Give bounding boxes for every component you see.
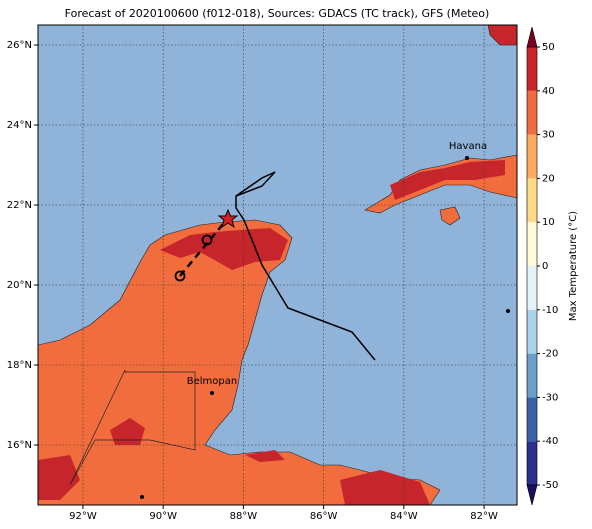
y-tick-label: 22°N	[7, 200, 32, 211]
x-tick-label: 88°W	[230, 511, 258, 522]
x-tick-label: 90°W	[149, 511, 177, 522]
colorbar-bin	[527, 309, 537, 354]
colorbar-label: Max Temperature (°C)	[568, 211, 579, 321]
colorbar-bin	[527, 441, 537, 485]
forecast-track	[179, 217, 229, 277]
colorbar-extend	[526, 484, 538, 506]
patch	[38, 455, 80, 500]
x-tick-label: 84°W	[390, 511, 418, 522]
colorbar-bin	[527, 178, 537, 223]
colorbar-tick-label: 40	[542, 86, 555, 97]
city-dot	[465, 156, 469, 160]
colorbar-tick-label: -10	[542, 305, 558, 316]
forecast-point	[174, 270, 186, 282]
city-label: Havana	[449, 141, 487, 152]
title: Forecast of 2020100600 (f012-018), Sourc…	[65, 7, 490, 20]
colorbar-tick-label: -50	[542, 480, 558, 491]
colorbar-tick-label: 10	[542, 217, 555, 228]
colorbar-tick-label: -40	[542, 436, 558, 447]
colorbar-tick-label: 30	[542, 130, 555, 141]
patch	[110, 418, 145, 445]
colorbar-tick-label: -20	[542, 349, 558, 360]
y-tick-label: 26°N	[7, 40, 32, 51]
x-tick-label: 92°W	[69, 511, 97, 522]
colorbar-tick-label: 0	[542, 261, 548, 272]
colorbar-bin	[527, 134, 537, 179]
colorbar-tick-label: 20	[542, 173, 555, 184]
colorbar-bin	[527, 266, 537, 310]
y-tick-label: 18°N	[7, 360, 32, 371]
colorbar-bin	[527, 222, 537, 266]
colorbar-tick-label: 50	[542, 42, 555, 53]
land-island	[439, 206, 461, 226]
x-tick-label: 82°W	[470, 511, 498, 522]
patch	[160, 228, 288, 270]
y-tick-label: 16°N	[7, 440, 32, 451]
forecast-point	[201, 234, 213, 246]
colorbar-bin	[527, 47, 537, 91]
y-tick-label: 24°N	[7, 120, 32, 131]
patch	[340, 470, 430, 505]
city-dot	[506, 309, 510, 313]
city-label: Belmopan	[187, 376, 237, 387]
hot-patches	[38, 160, 505, 505]
y-tick-label: 20°N	[7, 280, 32, 291]
colorbar-tick-label: -30	[542, 392, 558, 403]
colorbar-bin	[527, 397, 537, 442]
city-dot	[140, 495, 144, 499]
city-dot	[210, 391, 214, 395]
map-area: Havana Belmopan	[38, 25, 517, 505]
x-tick-label: 86°W	[310, 511, 338, 522]
colorbar-extend	[526, 26, 538, 48]
patch	[390, 160, 505, 200]
map-frame	[37, 24, 518, 506]
storm-position	[217, 208, 239, 229]
tc-track	[235, 171, 376, 361]
patch	[245, 450, 285, 462]
colorbar-bin	[527, 90, 537, 135]
colorbar-bin	[527, 353, 537, 398]
